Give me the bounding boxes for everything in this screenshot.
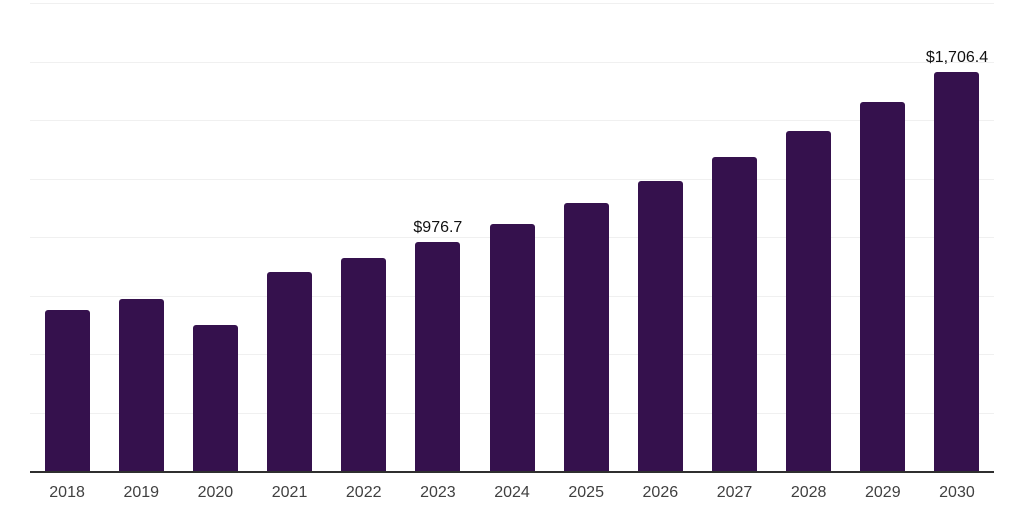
data-label-2023: $976.7	[413, 219, 463, 237]
bar-slot-2024	[475, 3, 549, 471]
x-tick-label-2027: 2027	[716, 484, 753, 501]
bar-slot-2023: $976.7	[401, 3, 475, 471]
bar-2024	[489, 223, 535, 471]
gridline-1250	[30, 178, 994, 180]
bar-slot-2025	[549, 3, 623, 471]
x-tick-label-2022: 2022	[345, 484, 382, 501]
x-tick-label-2029: 2029	[865, 484, 901, 501]
x-tick-label-2025: 2025	[568, 484, 604, 501]
bar-slot-2020	[178, 3, 252, 471]
gridline-1750	[30, 61, 994, 63]
bar-2026	[637, 180, 683, 471]
x-tick-label-2030: 2030	[939, 484, 975, 501]
x-tick-label-2020: 2020	[197, 484, 234, 501]
bar-slot-2030: $1,706.4	[920, 3, 994, 471]
x-tick-label-2018: 2018	[49, 484, 85, 501]
x-axis-line	[30, 471, 994, 473]
gridline-1500	[30, 120, 994, 121]
x-tick-label-2024: 2024	[494, 484, 530, 501]
bar-2025	[563, 202, 609, 471]
x-tick-label-2026: 2026	[642, 484, 679, 501]
bar-2028	[786, 130, 832, 471]
gridline-2000	[30, 3, 994, 4]
bar-2019	[118, 299, 164, 471]
x-tick-label-2023: 2023	[420, 484, 456, 501]
bar-2030	[934, 71, 980, 471]
bar-slot-2029	[846, 3, 920, 471]
bar-2020	[192, 324, 238, 471]
x-tick-label-2019: 2019	[123, 484, 160, 501]
x-tick-label-2028: 2028	[790, 484, 827, 501]
bar-2023	[415, 242, 461, 471]
bar-2027	[711, 156, 757, 471]
data-label-2030: $1,706.4	[925, 48, 989, 66]
bar-2029	[860, 102, 906, 471]
bar-slot-2028	[772, 3, 846, 471]
bar-2021	[267, 272, 313, 471]
bar-slot-2018	[30, 3, 104, 471]
x-tick-label-2021: 2021	[271, 484, 308, 501]
bar-slot-2021	[252, 3, 326, 471]
bar-slot-2027	[697, 3, 771, 471]
market-size-bar-chart: $976.7 $1,706.4 2018 2019 2020 2021 2022 2023 2…	[30, 0, 994, 512]
bar-slot-2022	[327, 3, 401, 471]
bar-slot-2026	[623, 3, 697, 471]
bar-2018	[44, 310, 90, 471]
bar-2022	[341, 257, 387, 471]
plot-area: $976.7 $1,706.4	[30, 3, 994, 471]
x-axis-tick-labels: 2018 2019 2020 2021 2022 2023 2024 2025 2026 2027…	[30, 484, 994, 502]
bar-slot-2019	[104, 3, 178, 471]
